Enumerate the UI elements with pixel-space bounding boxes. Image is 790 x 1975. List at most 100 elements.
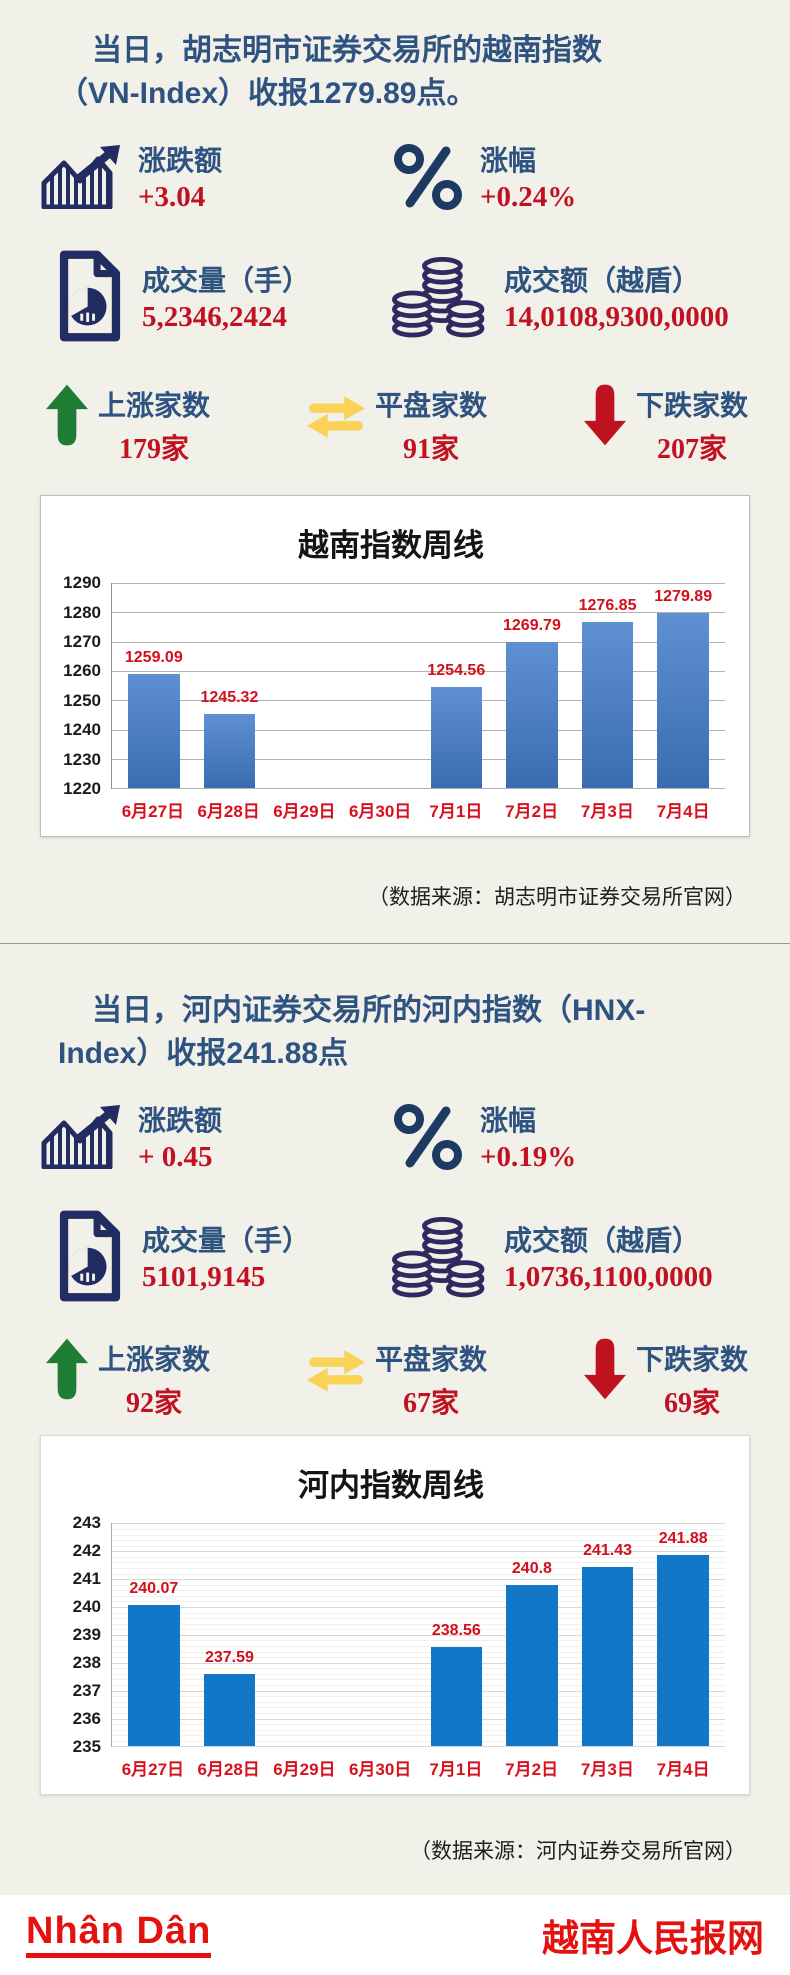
bar-cell <box>267 1523 343 1746</box>
count-decliners: 下跌家数 69家 <box>583 1338 748 1421</box>
plot-area: 1259.09 1245.32 1254.56 1269.79 1276.85 1279.… <box>111 583 725 790</box>
count-value: 92家 <box>126 1388 183 1420</box>
bar-value-label: 1259.09 <box>124 648 183 666</box>
y-tick-label: 1240 <box>63 720 101 740</box>
bar: 238.56 <box>430 1622 483 1747</box>
stat-turnover: 成交额（越盾） 1,0736,1100,0000 <box>392 1210 770 1302</box>
x-axis-label: 6月28日 <box>197 1760 260 1780</box>
y-tick-label: 240 <box>72 1597 101 1617</box>
vn-index-weekly-chart: 越南指数周线 1290 1280 1270 1260 1250 1240 1230 1220 … <box>40 495 750 838</box>
x-axis-label: 7月1日 <box>429 802 483 822</box>
y-tick-label: 235 <box>72 1737 101 1757</box>
bar-cell: 1269.79 <box>494 583 570 789</box>
bar-cell: 1245.32 <box>192 583 268 789</box>
vn-index-title: 当日，胡志明市证券交易所的越南指数 （VN-Index）收报1279.89点。 <box>58 30 748 115</box>
y-tick-label: 239 <box>72 1625 101 1645</box>
stat-change-amount: 涨跌额 + 0.45 <box>40 1099 392 1174</box>
count-unchanged: 平盘家数 91家 <box>306 384 487 467</box>
stat-label: 涨幅 <box>480 1105 537 1137</box>
stat-value: 5101,9145 <box>142 1260 266 1293</box>
bar-value-label: 1245.32 <box>200 689 259 707</box>
down-arrow-icon <box>583 384 626 446</box>
y-tick-label: 242 <box>72 1541 101 1561</box>
hnx-stats-grid: 涨跌额 + 0.45 涨幅 +0.19% <box>40 1099 770 1302</box>
bar-cell: 241.43 <box>570 1523 646 1747</box>
bar-cell: 240.07 <box>116 1523 192 1747</box>
volume-document-icon <box>54 1210 126 1302</box>
nhan-dan-logo: Nhân Dân <box>26 1911 212 1959</box>
flat-arrows-icon <box>306 1348 365 1394</box>
stat-label: 成交量（手） <box>142 264 311 296</box>
stat-value: + 0.45 <box>138 1141 213 1174</box>
volume-document-icon <box>54 250 126 342</box>
x-axis-label: 6月29日 <box>273 802 336 822</box>
y-tick-label: 241 <box>72 1569 101 1589</box>
bar: 1279.89 <box>654 588 712 789</box>
y-tick-label: 243 <box>72 1513 101 1533</box>
count-label: 上涨家数 <box>98 390 211 422</box>
stat-label: 成交量（手） <box>142 1224 311 1256</box>
x-axis-label: 7月2日 <box>505 802 559 822</box>
count-value: 69家 <box>663 1388 720 1420</box>
bar-value-label: 1276.85 <box>578 596 637 614</box>
bar-cell: 237.59 <box>192 1523 268 1747</box>
bar-cell: 240.8 <box>494 1523 570 1747</box>
coins-icon <box>392 1214 488 1298</box>
stat-label: 涨跌额 <box>138 145 223 177</box>
bar-value-label: 237.59 <box>204 1649 254 1667</box>
stat-change-percent: 涨幅 +0.19% <box>392 1099 770 1174</box>
bar: 1259.09 <box>125 649 183 789</box>
bar-value-label: 240.8 <box>511 1559 552 1577</box>
y-tick-label: 1280 <box>63 602 101 622</box>
vn-stats-grid: 涨跌额 +3.04 涨幅 +0.24% <box>40 139 770 342</box>
bars: 240.07 237.59 238.56 240.8 241.43 241.88 <box>112 1523 725 1747</box>
x-axis-label: 6月27日 <box>121 802 185 822</box>
count-label: 下跌家数 <box>635 390 748 422</box>
y-tick-label: 1290 <box>63 573 101 593</box>
bar-cell <box>343 583 419 788</box>
title-line: （VN-Index）收报1279.89点。 <box>58 76 477 110</box>
chart-title: 越南指数周线 <box>298 528 484 564</box>
stat-value: 1,0736,1100,0000 <box>504 1260 713 1293</box>
stat-label: 成交额（越盾） <box>504 1224 701 1256</box>
y-tick-label: 1220 <box>63 779 101 799</box>
x-axis: 6月27日 6月28日 6月29日 6月30日 7月1日 7月2日 7月3日 7月4日 <box>111 797 725 822</box>
stat-value: 5,2346,2424 <box>142 300 287 333</box>
count-advancers: 上涨家数 179家 <box>46 384 210 467</box>
count-value: 207家 <box>656 434 727 466</box>
stat-value: +0.19% <box>480 1141 577 1174</box>
x-axis-label: 7月1日 <box>429 1760 483 1780</box>
count-label: 上涨家数 <box>98 1344 211 1376</box>
count-value: 91家 <box>402 434 459 466</box>
stat-volume: 成交量（手） 5,2346,2424 <box>40 250 392 342</box>
count-value: 179家 <box>119 434 190 466</box>
count-value: 67家 <box>402 1388 459 1420</box>
y-axis: 243 242 241 240 239 238 237 236 235 <box>57 1513 111 1756</box>
bar: 240.07 <box>128 1580 180 1747</box>
footer: Nhân Dân 越南人民报网 <box>0 1895 790 1975</box>
bars: 1259.09 1245.32 1254.56 1269.79 1276.85 1279.… <box>112 583 725 789</box>
count-decliners: 下跌家数 207家 <box>583 384 748 467</box>
x-axis-label: 6月29日 <box>273 1760 336 1780</box>
bar-cell: 1276.85 <box>570 583 646 789</box>
data-source-note: （数据来源：河内证券交易所官网） <box>410 1840 746 1864</box>
y-tick-label: 1250 <box>63 690 101 710</box>
title-line: Index）收报241.88点 <box>58 1036 349 1070</box>
stat-label: 成交额（越盾） <box>504 264 701 296</box>
down-arrow-icon <box>583 1338 626 1400</box>
y-tick-label: 1230 <box>63 749 101 769</box>
stat-turnover: 成交额（越盾） 14,0108,9300,0000 <box>392 250 770 342</box>
up-arrow-icon <box>46 1338 88 1400</box>
trend-chart-icon <box>40 1104 122 1169</box>
stat-label: 涨幅 <box>480 145 537 177</box>
vn-index-section: 当日，胡志明市证券交易所的越南指数 （VN-Index）收报1279.89点。 … <box>0 0 790 911</box>
x-axis-label: 6月30日 <box>348 1760 412 1780</box>
bar-cell: 1259.09 <box>116 583 192 789</box>
count-label: 下跌家数 <box>635 1344 748 1376</box>
bar: 1245.32 <box>201 689 258 789</box>
data-source-note: （数据来源：胡志明市证券交易所官网） <box>368 886 746 910</box>
y-tick-label: 237 <box>72 1681 101 1701</box>
bar-value-label: 238.56 <box>431 1622 481 1640</box>
stat-change-amount: 涨跌额 +3.04 <box>40 139 392 214</box>
stat-value: +3.04 <box>138 181 206 214</box>
